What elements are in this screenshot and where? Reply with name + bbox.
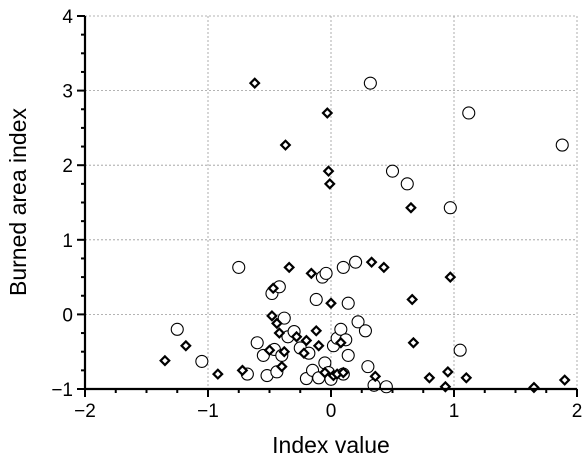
data-point-diamond bbox=[405, 201, 417, 214]
data-point-circle bbox=[309, 292, 323, 307]
data-point-circle bbox=[453, 343, 467, 357]
data-point-diamond bbox=[423, 371, 436, 384]
data-point-circle bbox=[349, 255, 363, 269]
data-point-circle bbox=[462, 106, 476, 120]
y-tick-label: 1 bbox=[62, 231, 73, 252]
x-tick-label: 0 bbox=[326, 401, 337, 422]
data-point-diamond bbox=[337, 366, 350, 379]
data-point-diamond bbox=[300, 334, 313, 347]
x-tick-label: 1 bbox=[449, 401, 460, 422]
data-point-circle bbox=[379, 380, 393, 394]
data-point-circle bbox=[358, 324, 372, 338]
data-point-diamond bbox=[460, 371, 473, 384]
x-tick-label: −2 bbox=[74, 401, 96, 422]
data-point-circle bbox=[555, 138, 569, 152]
data-point-diamond bbox=[444, 271, 457, 283]
data-point-diamond bbox=[266, 310, 278, 322]
data-point-diamond bbox=[248, 77, 261, 89]
data-point-circle bbox=[170, 322, 184, 336]
data-point-diamond bbox=[365, 256, 378, 269]
data-point-circle bbox=[195, 354, 209, 368]
data-point-circle bbox=[443, 201, 457, 215]
data-point-circle bbox=[361, 360, 375, 374]
data-point-circle bbox=[277, 311, 291, 325]
data-point-circle bbox=[319, 266, 333, 280]
y-tick-label: 0 bbox=[62, 305, 73, 326]
data-point-diamond bbox=[312, 339, 325, 352]
data-point-diamond bbox=[236, 364, 249, 377]
data-point-diamond bbox=[323, 177, 336, 190]
data-point-circle bbox=[400, 177, 414, 191]
data-point-circle bbox=[250, 336, 264, 350]
data-point-diamond bbox=[180, 339, 192, 352]
data-point-circle bbox=[336, 260, 350, 274]
data-point-diamond bbox=[275, 360, 288, 373]
data-point-diamond bbox=[441, 365, 454, 378]
data-point-diamond bbox=[369, 370, 382, 383]
data-point-diamond bbox=[310, 324, 323, 337]
data-point-circle bbox=[341, 296, 355, 310]
data-point-circle bbox=[232, 260, 246, 274]
data-point-diamond bbox=[290, 330, 303, 343]
data-point-diamond bbox=[407, 336, 420, 349]
data-point-diamond bbox=[406, 293, 419, 306]
data-point-diamond bbox=[325, 297, 337, 310]
data-point-diamond bbox=[267, 282, 280, 295]
x-tick-label: −1 bbox=[197, 401, 219, 422]
data-point-diamond bbox=[298, 347, 310, 360]
y-tick-label: 2 bbox=[62, 156, 73, 177]
data-point-diamond bbox=[334, 336, 347, 349]
data-point-circle bbox=[351, 315, 365, 329]
data-point-diamond bbox=[318, 366, 331, 379]
marker-layer bbox=[159, 76, 571, 394]
data-point-diamond bbox=[159, 354, 171, 367]
data-point-diamond bbox=[322, 165, 335, 178]
data-point-diamond bbox=[279, 139, 292, 151]
data-point-diamond bbox=[263, 344, 276, 357]
x-axis-label: Index value bbox=[272, 432, 390, 458]
data-point-diamond bbox=[439, 380, 452, 393]
data-point-circle bbox=[385, 164, 400, 178]
data-point-diamond bbox=[211, 368, 224, 380]
data-point-diamond bbox=[558, 374, 571, 386]
y-tick-label: 4 bbox=[62, 7, 73, 28]
data-point-diamond bbox=[273, 327, 286, 339]
data-point-circle bbox=[341, 348, 355, 362]
y-axis-label: Burned area index bbox=[5, 108, 31, 296]
y-tick-label: −1 bbox=[51, 380, 73, 401]
grid-layer bbox=[85, 15, 578, 389]
data-point-diamond bbox=[321, 107, 334, 119]
y-tick-label: 3 bbox=[62, 82, 73, 103]
data-point-diamond bbox=[305, 267, 318, 280]
data-point-diamond bbox=[378, 261, 390, 274]
data-point-circle bbox=[363, 76, 377, 90]
data-point-diamond bbox=[278, 345, 291, 358]
data-point-diamond bbox=[271, 317, 283, 330]
x-tick-label: 2 bbox=[572, 401, 583, 422]
data-point-circle bbox=[334, 322, 348, 336]
data-point-diamond bbox=[528, 381, 540, 394]
data-point-diamond bbox=[283, 261, 296, 274]
